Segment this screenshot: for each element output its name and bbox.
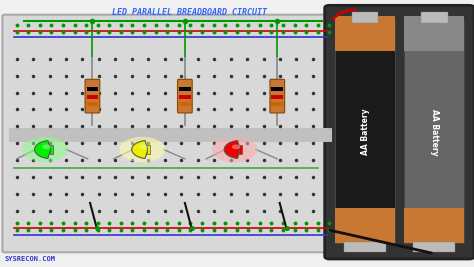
Circle shape — [42, 144, 51, 149]
Bar — [271, 87, 283, 91]
FancyBboxPatch shape — [270, 79, 284, 113]
FancyBboxPatch shape — [177, 79, 192, 113]
Wedge shape — [132, 141, 148, 158]
Bar — [352, 12, 378, 23]
Wedge shape — [35, 141, 51, 158]
Bar — [86, 102, 98, 106]
Text: LED PARALLEL BREADBOARD CIRCUIT: LED PARALLEL BREADBOARD CIRCUIT — [112, 8, 267, 17]
Bar — [421, 12, 447, 23]
Bar — [335, 208, 395, 243]
Bar — [335, 21, 395, 243]
Bar — [179, 95, 191, 99]
Bar — [239, 145, 242, 154]
Text: SYSRECON.COM: SYSRECON.COM — [5, 256, 56, 262]
FancyBboxPatch shape — [2, 15, 339, 252]
Bar — [404, 21, 465, 243]
Bar — [179, 102, 191, 106]
Text: AA Battery: AA Battery — [430, 109, 439, 155]
Bar — [271, 95, 283, 99]
Bar — [404, 208, 465, 243]
Circle shape — [232, 144, 240, 149]
FancyBboxPatch shape — [85, 79, 100, 113]
Text: AA Battery: AA Battery — [361, 109, 370, 155]
Bar — [147, 145, 150, 154]
Bar — [86, 87, 98, 91]
Bar — [404, 16, 465, 51]
FancyBboxPatch shape — [325, 5, 474, 259]
Circle shape — [212, 137, 257, 162]
Circle shape — [119, 137, 165, 162]
Wedge shape — [224, 141, 240, 158]
Circle shape — [22, 137, 68, 162]
Bar — [271, 102, 283, 106]
Bar — [50, 145, 53, 154]
Circle shape — [139, 144, 148, 149]
Bar — [179, 87, 191, 91]
Bar — [9, 128, 332, 142]
Bar — [344, 242, 386, 252]
Bar — [335, 16, 395, 51]
Bar — [413, 242, 456, 252]
Bar — [86, 95, 98, 99]
